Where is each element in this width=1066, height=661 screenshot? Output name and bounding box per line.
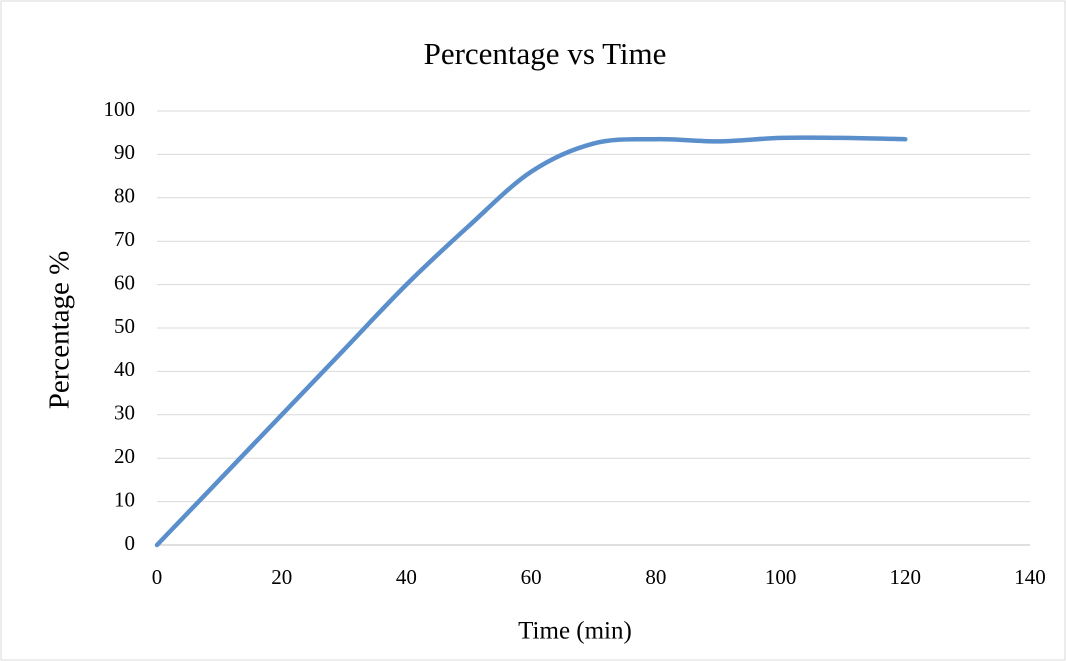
x-tick-label: 60	[521, 565, 542, 589]
y-tick-label: 60	[114, 270, 135, 294]
y-tick-label: 0	[125, 531, 136, 555]
x-tick-label: 40	[396, 565, 417, 589]
x-axis-label: Time (min)	[518, 618, 632, 645]
x-tick-label: 140	[1014, 565, 1046, 589]
y-tick-label: 10	[114, 487, 135, 511]
y-tick-label: 50	[114, 314, 135, 338]
y-tick-label: 70	[114, 227, 135, 251]
y-tick-label: 20	[114, 444, 135, 468]
x-tick-label: 20	[271, 565, 292, 589]
chart-frame	[1, 1, 1065, 660]
chart: Percentage vs Time Time (min) Percentage…	[0, 0, 1066, 661]
x-tick-label: 80	[645, 565, 666, 589]
x-tick-label: 100	[765, 565, 797, 589]
chart-title: Percentage vs Time	[424, 36, 667, 71]
y-tick-label: 30	[114, 401, 135, 425]
x-tick-label: 120	[890, 565, 922, 589]
y-axis-label: Percentage %	[44, 251, 76, 410]
y-tick-label: 90	[114, 140, 135, 164]
y-tick-label: 40	[114, 357, 135, 381]
y-tick-label: 80	[114, 184, 135, 208]
x-tick-label: 0	[152, 565, 163, 589]
y-tick-label: 100	[104, 97, 136, 121]
